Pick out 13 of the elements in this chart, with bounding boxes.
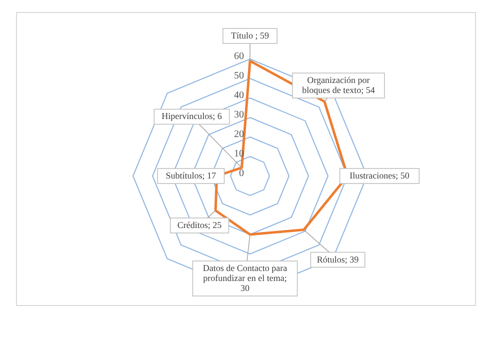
spoke-label: Rótulos; 39 [316,254,360,264]
y-tick-label: 50 [234,70,244,82]
spoke-label: Ilustraciones; 50 [350,170,410,180]
spoke-label: Hipervínculos; 6 [162,111,222,122]
y-tick-label: 0 [239,168,244,179]
spoke-label: Subtítulos; 17 [166,170,216,180]
spoke-label: Créditos; 25 [177,220,222,230]
y-tick-label: 40 [234,90,244,101]
spoke-label: Título ; 59 [231,30,270,40]
spoke-label: Organización por bloques de texto; 54 [302,75,376,96]
y-tick-label: 30 [234,110,244,120]
y-tick-label: 60 [234,51,244,62]
spoke-label: Datos de Contacto para profundizar en el tema; 30 [202,263,288,293]
